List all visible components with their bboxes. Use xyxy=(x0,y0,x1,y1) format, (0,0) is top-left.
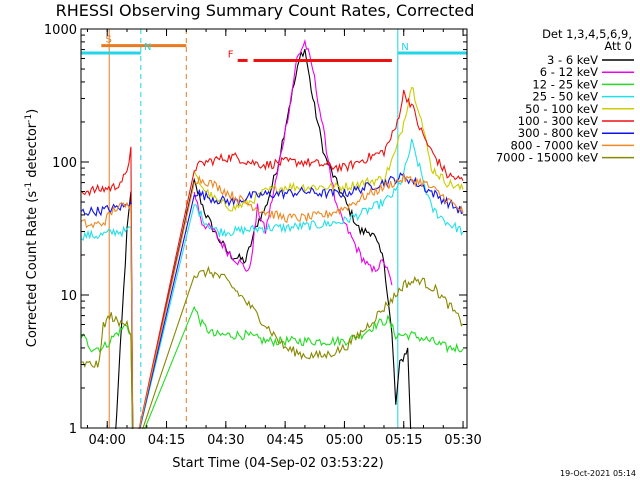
x-tick-label-5: 05:15 xyxy=(385,433,422,448)
x-tick-label-4: 05:00 xyxy=(326,433,363,448)
legend-label-4: 50 - 100 keV xyxy=(525,102,598,116)
legend-label-7: 800 - 7000 keV xyxy=(510,138,598,152)
y-axis: 1 10 100 1000 xyxy=(44,23,467,437)
chart-title: RHESSI Observing Summary Count Rates, Co… xyxy=(56,1,475,20)
y-axis-label: Corrected Count Rate (s-1 detector-1) xyxy=(24,109,40,347)
legend-label-8: 7000 - 15000 keV xyxy=(496,151,598,165)
flag-label-2: N xyxy=(401,42,408,53)
series-line-4 xyxy=(193,86,464,212)
y-tick-label-0: 1 xyxy=(69,422,77,437)
flag-label-3: F xyxy=(228,49,234,60)
flags-layer: S N N F xyxy=(81,35,467,62)
legend-label-6: 300 - 800 keV xyxy=(518,126,598,140)
x-tick-label-0: 04:00 xyxy=(88,433,125,448)
series-layer xyxy=(81,38,464,429)
flag-label-1: N xyxy=(144,42,151,53)
legend-label-3: 25 - 50 keV xyxy=(532,90,598,104)
legend-header-1: Att 0 xyxy=(604,39,632,53)
series-line-2 xyxy=(81,305,464,429)
y-tick-label-2: 100 xyxy=(52,156,77,171)
series-line-5 xyxy=(81,89,464,429)
series-line-1 xyxy=(193,38,393,286)
legend-header-0: Det 1,3,4,5,6,9, xyxy=(542,27,632,41)
generation-timestamp: 19-Oct-2021 05:14 xyxy=(560,469,636,478)
y-tick-label-1: 10 xyxy=(60,289,77,304)
series-line-6 xyxy=(81,172,464,429)
x-tick-label-2: 04:30 xyxy=(207,433,244,448)
legend-label-2: 12 - 25 keV xyxy=(532,77,598,91)
flag-label-0: S xyxy=(106,35,112,46)
legend-label-0: 3 - 6 keV xyxy=(547,53,598,67)
series-line-8 xyxy=(81,265,464,429)
plot-frame xyxy=(80,28,468,429)
y-tick-label-3: 1000 xyxy=(44,23,77,38)
series-line-3 xyxy=(81,138,464,429)
x-axis-label: Start Time (04-Sep-02 03:53:22) xyxy=(172,456,383,471)
x-tick-label-3: 04:45 xyxy=(266,433,303,448)
legend-label-5: 100 - 300 keV xyxy=(518,114,598,128)
x-axis: 04:00 04:15 04:30 04:45 05:00 05:15 05:30 xyxy=(86,29,482,448)
series-line-7 xyxy=(81,173,464,429)
legend-label-1: 6 - 12 keV xyxy=(540,65,598,79)
x-tick-label-6: 05:30 xyxy=(444,433,481,448)
x-tick-label-1: 04:15 xyxy=(148,433,185,448)
